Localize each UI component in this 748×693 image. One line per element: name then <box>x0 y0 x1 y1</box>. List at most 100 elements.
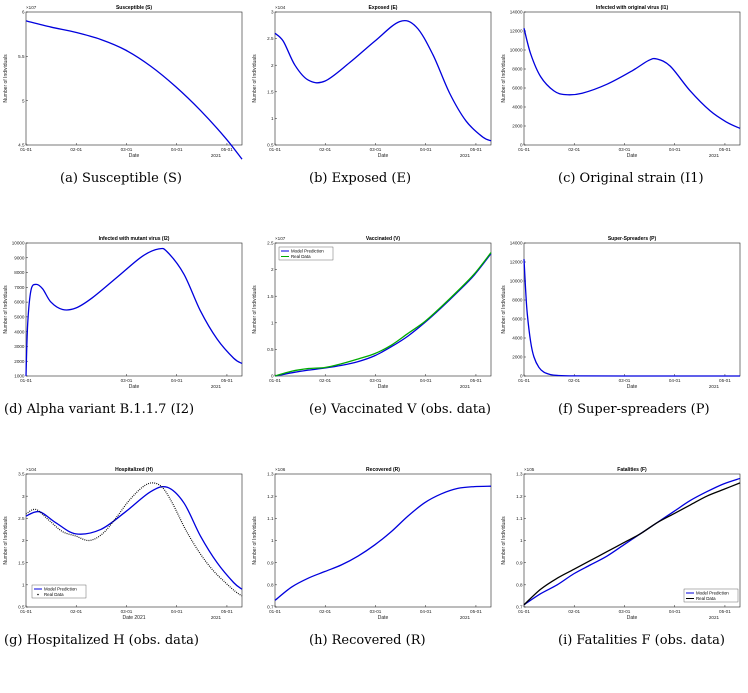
x-tick-label: 01-01 <box>269 609 281 614</box>
y-tick-label: 14000 <box>510 241 523 246</box>
chart-title: Exposed (E) <box>369 5 398 11</box>
y-tick-label: 0.5 <box>18 605 25 610</box>
series-line <box>25 247 243 377</box>
figure-caption: (b) Exposed (E) <box>309 171 412 186</box>
y-tick-label: 2.5 <box>267 241 274 246</box>
y-tick-label: 1 <box>271 320 274 325</box>
series-line <box>523 27 741 129</box>
year-label: 2021 <box>211 384 222 389</box>
legend-box <box>31 584 87 599</box>
plot-frame <box>25 11 243 146</box>
plot-frame <box>523 242 741 377</box>
series-line <box>25 20 243 160</box>
y-tick-label: 2.5 <box>18 516 25 521</box>
y-tick-label: 1000 <box>14 374 25 379</box>
x-tick-label: 01-01 <box>20 378 32 383</box>
x-tick-label: 04-01 <box>171 147 183 152</box>
y-tick-label: 10000 <box>510 48 523 53</box>
y-tick-label: 0 <box>520 143 523 148</box>
x-axis-label: Date <box>129 384 140 390</box>
y-axis-label: Number of Individuals <box>252 516 258 565</box>
chart-svg: Infected with mutant virus (I2) 1000 2000 3… <box>3 236 243 390</box>
y-tick-label: 2.5 <box>267 36 274 41</box>
y-tick-label: 0 <box>520 374 523 379</box>
x-tick-label: 04-01 <box>171 378 183 383</box>
y-tick-label: 1.5 <box>267 89 274 94</box>
y-tick-label: 6000 <box>14 300 25 305</box>
y-tick-label: 0.8 <box>267 582 274 587</box>
y-tick-label: 8000 <box>14 270 25 275</box>
x-tick-label: 01-01 <box>269 147 281 152</box>
chart-svg: Super-Spreaders (P) 0 2000 4000 6000 8000 1000… <box>501 236 741 390</box>
y-tick-label: 4000 <box>512 105 523 110</box>
y-tick-label: 1.2 <box>516 494 523 499</box>
figure-caption: (h) Recovered (R) <box>309 633 426 648</box>
series-line <box>25 482 243 597</box>
axis-exponent: ×104 <box>26 467 37 472</box>
x-tick-label: 05-01 <box>470 609 482 614</box>
x-tick-label: 03-01 <box>619 147 631 152</box>
series-line <box>523 259 741 377</box>
y-tick-label: 2 <box>22 538 25 543</box>
year-label: 2021 <box>709 384 720 389</box>
x-tick-label: 04-01 <box>420 378 432 383</box>
x-tick-label: 02-01 <box>319 609 331 614</box>
plot-frame <box>274 473 492 608</box>
axis-exponent: ×107 <box>26 5 37 10</box>
y-tick-label: 0.9 <box>267 560 274 565</box>
legend-label: Real Data <box>696 596 716 601</box>
x-tick-label: 03-01 <box>370 378 382 383</box>
figure-caption: (g) Hospitalized H (obs. data) <box>4 633 199 648</box>
year-label: 2021 <box>211 615 222 620</box>
x-tick-label: 01-01 <box>20 147 32 152</box>
y-axis-label: Number of Individuals <box>501 285 507 334</box>
x-tick-label: 04-01 <box>669 378 681 383</box>
chart-svg: Vaccinated (V) ×107 0 0.5 1 1.5 2 2.5 01-01 02-01… <box>252 236 492 390</box>
legend-label: Real Data <box>291 254 311 259</box>
chart-title: Susceptible (S) <box>116 5 152 11</box>
chart-title: Infected with original virus (I1) <box>596 5 669 11</box>
x-tick-label: 04-01 <box>420 147 432 152</box>
series-line <box>523 482 741 606</box>
x-tick-label: 02-01 <box>568 609 580 614</box>
chart-panel-i: Fatalities (F) ×105 0.7 0.8 0.9 1 1.1 1.2 1.3 01-… <box>498 462 747 693</box>
series-line <box>523 477 741 606</box>
y-axis-label: Number of Individuals <box>3 54 9 103</box>
chart-title: Fatalities (F) <box>617 467 647 473</box>
y-tick-label: 4.5 <box>18 143 25 148</box>
x-axis-label: Date <box>378 384 389 390</box>
y-tick-label: 10000 <box>12 241 25 246</box>
x-tick-label: 03-01 <box>121 609 133 614</box>
x-tick-label: 01-01 <box>518 609 530 614</box>
chart-title: Recovered (R) <box>366 467 400 473</box>
axis-exponent: ×105 <box>524 467 535 472</box>
x-tick-label: 03-01 <box>370 609 382 614</box>
x-tick-label: 01-01 <box>518 378 530 383</box>
x-axis-label: Date <box>378 615 389 621</box>
x-tick-label: 03-01 <box>619 378 631 383</box>
x-tick-label: 04-01 <box>669 147 681 152</box>
y-tick-label: 9000 <box>14 255 25 260</box>
x-tick-label: 05-01 <box>221 378 233 383</box>
y-tick-label: 2 <box>271 63 274 68</box>
legend-box <box>683 588 739 603</box>
x-tick-label: 01-01 <box>518 147 530 152</box>
axis-exponent: ×107 <box>275 236 286 241</box>
y-tick-label: 5 <box>22 98 25 103</box>
y-tick-label: 1.3 <box>267 472 274 477</box>
y-tick-label: 5000 <box>14 314 25 319</box>
y-axis-label: Number of Individuals <box>252 54 258 103</box>
x-axis-label: Date 2021 <box>122 615 145 621</box>
x-tick-label: 05-01 <box>470 147 482 152</box>
legend-swatch <box>37 593 39 596</box>
y-axis-label: Number of Individuals <box>3 285 9 334</box>
series-line <box>274 485 492 601</box>
y-tick-label: 1.1 <box>267 516 274 521</box>
chart-panel-c: Infected with original virus (I1) 0 2000 40… <box>498 0 747 231</box>
y-axis-label: Number of Individuals <box>252 285 258 334</box>
y-axis-label: Number of Individuals <box>501 516 507 565</box>
legend-label: Model Prediction <box>44 587 77 592</box>
x-tick-label: 03-01 <box>121 378 133 383</box>
x-tick-label: 02-01 <box>568 378 580 383</box>
